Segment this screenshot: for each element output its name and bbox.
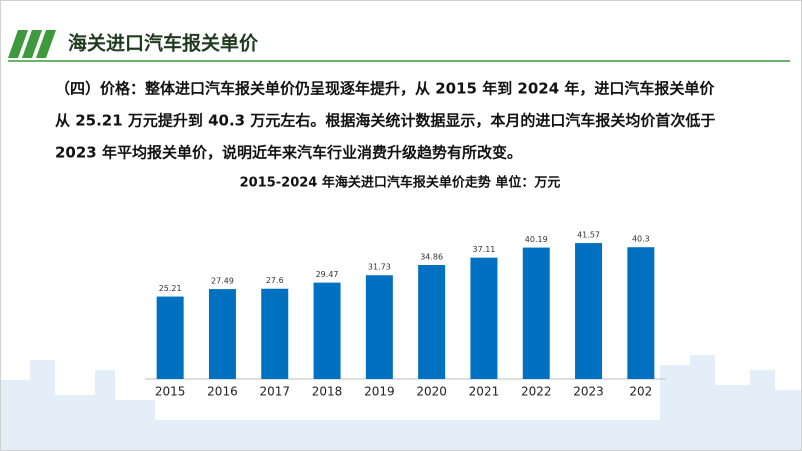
x-tick-label: 2021: [469, 385, 500, 399]
bar: [261, 288, 289, 379]
value-label: 27.6: [266, 276, 284, 285]
value-label: 31.73: [368, 263, 391, 272]
bar: [470, 257, 498, 379]
x-tick-label: 2015: [155, 385, 186, 399]
skyline: [0, 355, 802, 451]
bar: [575, 243, 603, 379]
value-label: 40.3: [632, 235, 650, 244]
paragraph-line: （四）价格：整体进口汽车报关单价仍呈现逐年提升，从 2015 年到 2024 年…: [55, 80, 715, 98]
value-label: 37.11: [472, 245, 495, 254]
x-tick-label: 2023: [573, 385, 604, 399]
x-tick-label: 2020: [416, 385, 447, 399]
value-label: 34.86: [420, 253, 443, 262]
value-label: 25.21: [159, 284, 182, 293]
value-label: 41.57: [577, 231, 600, 240]
x-tick-label: 2018: [312, 385, 343, 399]
chart-title: 2015-2024 年海关进口汽车报关单价走势 单位：万元: [240, 175, 561, 191]
x-tick-label: 202: [629, 385, 652, 399]
x-tick-label: 2019: [364, 385, 395, 399]
value-label: 29.47: [316, 270, 339, 279]
bar: [418, 265, 446, 379]
value-label: 40.19: [525, 235, 548, 244]
x-tick-label: 2017: [259, 385, 290, 399]
paragraph-line: 从 25.21 万元提升到 40.3 万元左右。根据海关统计数据显示，本月的进口…: [55, 112, 715, 130]
bar: [365, 275, 393, 379]
bar: [522, 247, 550, 379]
bar: [313, 282, 341, 379]
header-title: 海关进口汽车报关单价: [68, 32, 259, 55]
x-tick-label: 2022: [521, 385, 552, 399]
header-stripes: [8, 30, 56, 58]
value-label: 27.49: [211, 277, 234, 286]
bar: [208, 289, 236, 379]
bar: [156, 296, 184, 379]
bar: [627, 247, 655, 379]
x-tick-label: 2016: [207, 385, 238, 399]
paragraph-line: 2023 年平均报关单价，说明近年来汽车行业消费升级趋势有所改变。: [55, 144, 522, 162]
